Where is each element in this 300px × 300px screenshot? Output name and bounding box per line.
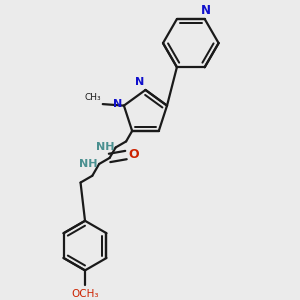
Text: NH: NH [96, 142, 114, 152]
Text: CH₃: CH₃ [85, 93, 101, 102]
Text: OCH₃: OCH₃ [71, 289, 99, 298]
Text: N: N [113, 99, 122, 109]
Text: O: O [128, 148, 139, 160]
Text: N: N [135, 77, 144, 87]
Text: NH: NH [79, 159, 98, 169]
Text: N: N [201, 4, 211, 16]
